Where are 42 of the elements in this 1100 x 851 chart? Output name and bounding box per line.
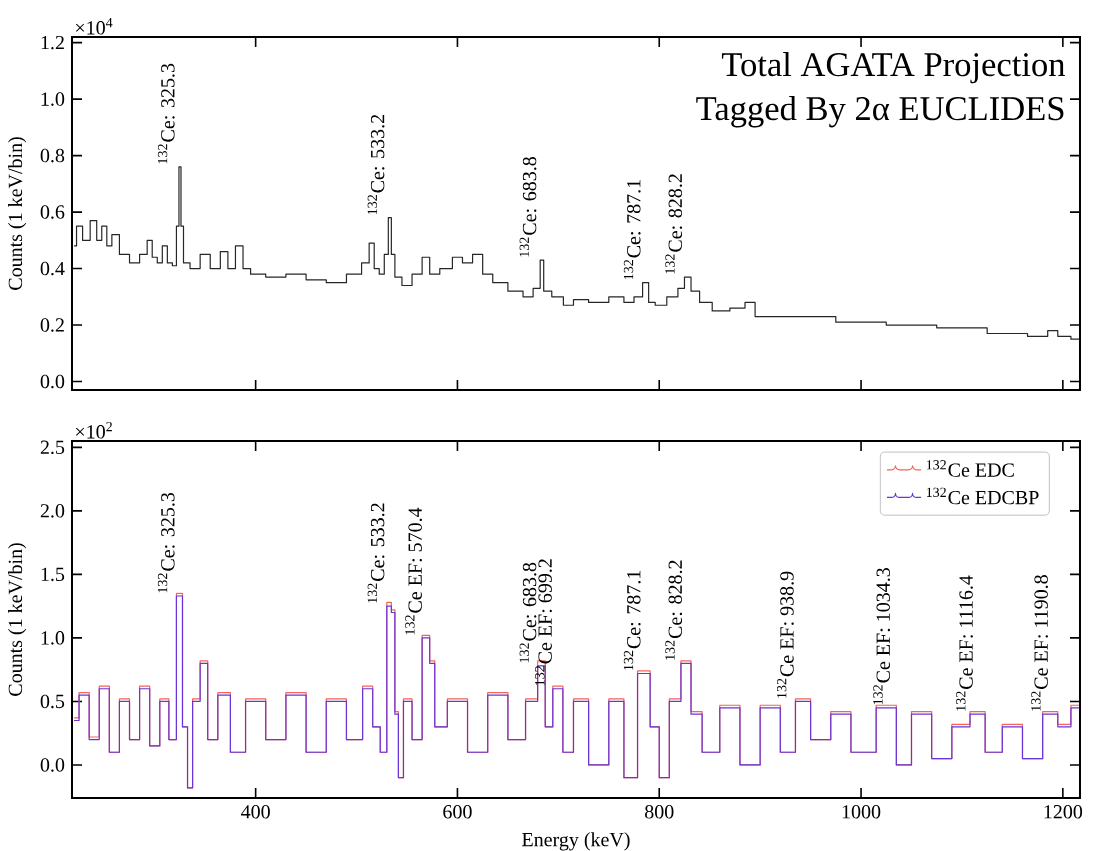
text: ×10$^{2}$ — [75, 421, 112, 439]
y-tick-label: 0.2 — [40, 318, 64, 332]
annotation: $^{132}$Ce EF: 1116.4 — [956, 575, 973, 711]
y-tick-label: 1.2 — [41, 35, 64, 50]
annotation: $^{132}$Ce EF: 1190.8 — [1031, 575, 1048, 711]
text: ×10$^{4}$ — [75, 17, 113, 35]
y-axis-title: Counts (1 keV/bin) — [8, 543, 27, 696]
annotation: $^{132}$Ce EF: 938.9 — [777, 571, 794, 698]
y-tick-label: 0.0 — [40, 374, 65, 389]
chart-title: Total AGATA Projection — [721, 51, 1065, 84]
annotation: $^{132}$Ce EF: 570.4 — [405, 507, 422, 635]
y-tick-label: 0.6 — [40, 205, 65, 219]
text: Tagged By 2α EUCLIDES — [696, 95, 1064, 128]
annotation: $^{132}$Ce: 683.8 — [519, 156, 537, 257]
x-tick-label: 400 — [241, 805, 270, 819]
x-axis-title: Energy (keV) — [522, 832, 630, 851]
y-tick-label: 0.0 — [40, 758, 65, 772]
x-tick-label: 800 — [644, 805, 674, 819]
x-tick-label: 1200 — [1044, 805, 1083, 819]
annotation: $^{132}$Ce: 325.3 — [157, 63, 175, 164]
legend-label: $^{132}$Ce EDCBP — [926, 487, 1039, 505]
y-tick-label: 0.5 — [40, 694, 65, 709]
y-tick-label: 2.5 — [40, 440, 65, 455]
y-tick-label: 0.8 — [40, 148, 65, 163]
y-tick-label: 0.4 — [40, 261, 65, 276]
annotation: $^{132}$Ce: 787.1 — [623, 180, 641, 280]
annotation: $^{132}$Ce: 683.8 — [519, 562, 537, 663]
y-tick-label: 1.0 — [41, 631, 65, 645]
annotation: $^{132}$Ce EF: 1034.3 — [873, 568, 891, 705]
y-axis-title: Counts (1 keV/bin) — [8, 137, 27, 290]
x-tick-label: 1000 — [842, 805, 881, 819]
y-tick-label: 2.0 — [40, 504, 65, 518]
annotation: $^{132}$Ce: 787.1 — [623, 570, 641, 670]
y-tick-label: 1.5 — [41, 567, 65, 582]
annotation: $^{132}$Ce: 828.2 — [665, 560, 683, 660]
x-tick-label: 600 — [443, 805, 472, 819]
y-tick-label: 1.0 — [41, 92, 65, 106]
legend-label: $^{132}$Ce EDC — [926, 460, 1014, 477]
annotation: $^{132}$Ce: 828.2 — [665, 174, 683, 274]
annotation: $^{132}$Ce: 325.3 — [157, 492, 175, 593]
annotation: $^{132}$Ce: 533.2 — [367, 503, 385, 603]
annotation: $^{132}$Ce: 533.2 — [367, 114, 385, 215]
